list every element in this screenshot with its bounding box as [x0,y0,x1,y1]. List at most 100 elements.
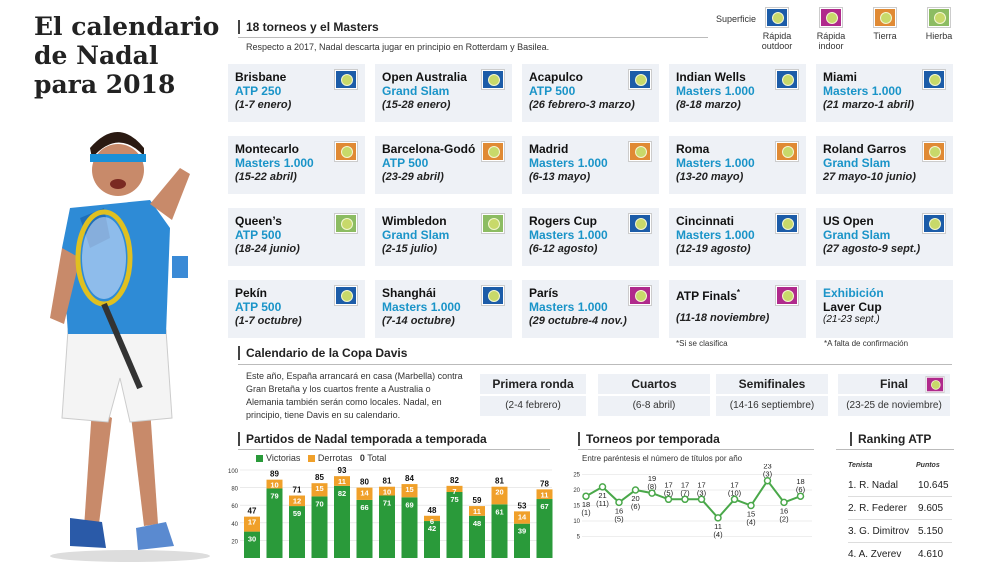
laver-name: Laver Cup [823,300,882,314]
loss-bar [469,506,485,516]
tournament-dates: (15-28 enero) [382,99,451,111]
ranking-points: 4.610 [918,549,944,560]
loss-bar [514,511,530,524]
tournament-category: Masters 1.000 [676,228,755,242]
win-bar [469,515,485,558]
tournament-category: Masters 1.000 [823,84,902,98]
matches-bar-chart: 2040608010030174779108959127170158582119… [228,466,553,558]
davis-round-dates: (14-16 septiembre) [716,396,828,416]
data-point [631,486,640,494]
davis-text: Este año, España arrancará en casa (Marb… [246,371,463,420]
tournament-card: Brisbane ATP 250 (1-7 enero) [228,64,365,122]
legend-total-value: 0 [359,453,365,463]
legend-wins: Victorias [266,453,301,463]
tournament-name: Madrid [529,142,569,156]
ranking-row: 3. G. Dimitrov 5.150 [848,520,952,543]
page-title: El calendario de Nadal para 2018 [34,12,234,99]
tournament-category: ATP 500 [235,228,282,242]
legend-label: Hierba [925,31,953,41]
win-label: 71 [383,499,391,508]
tournament-name: Wimbledon [382,214,447,228]
total-label: 93 [338,466,347,475]
tournament-card: Miami Masters 1.000 (21 marzo-1 abril) [816,64,953,122]
tournament-category: ATP 500 [235,300,282,314]
total-label: 80 [360,478,369,487]
win-label: 39 [518,527,526,536]
tournament-card: Roma Masters 1.000 (13-20 mayo) [669,136,806,194]
surface-hard-out-icon [334,69,358,90]
win-bar [491,504,508,558]
loss-bar [401,484,418,498]
davis-round: Cuartos [598,374,710,394]
win-label: 59 [293,509,301,518]
data-point [747,501,755,510]
surface-hard-out-icon [765,7,789,28]
data-point [681,495,689,504]
tournament-name: Brisbane [235,70,287,84]
tournaments-subheading: Respecto a 2017, Nadal descarta jugar en… [246,42,550,52]
ranking-heading: Ranking ATP [850,432,931,446]
surface-hard-in-icon [819,7,843,28]
win-bar [424,521,440,558]
loss-label: 14 [360,489,369,498]
tournament-name: Queen’s [235,214,282,228]
data-point [714,514,722,522]
data-point [664,495,673,504]
surface-grass-icon [927,7,951,28]
title-line-3: para 2018 [34,70,176,99]
laver-top: Exhibición [823,286,884,300]
total-label: 84 [405,474,414,483]
y-tick-label: 20 [573,488,580,494]
loss-label: 15 [315,484,323,493]
win-label: 82 [338,489,346,498]
surface-hard-out-icon [628,69,652,90]
total-label: 48 [428,506,437,515]
point-label: 20 [631,494,639,503]
tournament-card: Madrid Masters 1.000 (6-13 mayo) [522,136,659,194]
win-bar [514,523,530,558]
y-tick-label: 10 [573,519,580,525]
loss-bar [289,495,305,507]
total-label: 89 [270,470,279,479]
tournament-dates: (23-29 abril) [382,171,444,183]
point-label: 15 [747,510,755,519]
point-label: 16 [780,506,788,515]
tournament-card: Barcelona-Godó ATP 500 (23-29 abril) [375,136,512,194]
surface-label: Superficie [716,14,757,24]
point-label: 18 [582,500,590,509]
tournament-category: ATP 500 [382,156,429,170]
win-label: 42 [428,524,436,533]
titles-count-label: (5) [614,514,624,523]
y-tick-label: 25 [573,473,580,479]
player-photo [50,132,210,562]
ranking-row: 1. R. Nadal 10.645 [848,474,952,497]
tournament-category: Grand Slam [823,156,891,170]
win-label: 67 [540,502,548,511]
tournament-name: Roma [676,142,710,156]
win-bar [289,506,305,558]
point-label: 17 [697,480,705,489]
loss-bar [356,487,373,500]
tournament-category: ATP 500 [529,84,576,98]
tournament-card: Acapulco ATP 500 (26 febrero-3 marzo) [522,64,659,122]
win-label: 69 [405,500,413,509]
legend-label: Tierra [873,31,897,41]
total-label: 71 [293,486,302,495]
tournament-name: Barcelona-Godó [382,142,476,156]
data-point [615,498,623,507]
win-label: 66 [360,503,368,512]
legend-label: Rápida [816,31,846,41]
surface-hard-out-icon [628,213,652,234]
loss-bar [266,479,283,489]
loss-label: 10 [383,488,391,497]
tournament-card: Roland Garros Grand Slam 27 mayo-10 junio) [816,136,953,194]
tournament-dates: (13-20 mayo) [676,171,744,183]
wins-swatch [256,455,263,463]
point-label: 19 [648,474,656,483]
win-bar [401,497,418,558]
tournament-category: Masters 1.000 [235,156,314,170]
legend-hard-out: Rápida outdoor [752,7,802,51]
star-mark: * [736,288,741,297]
legend-label-2: outdoor [761,41,793,51]
total-label: 59 [473,496,482,505]
